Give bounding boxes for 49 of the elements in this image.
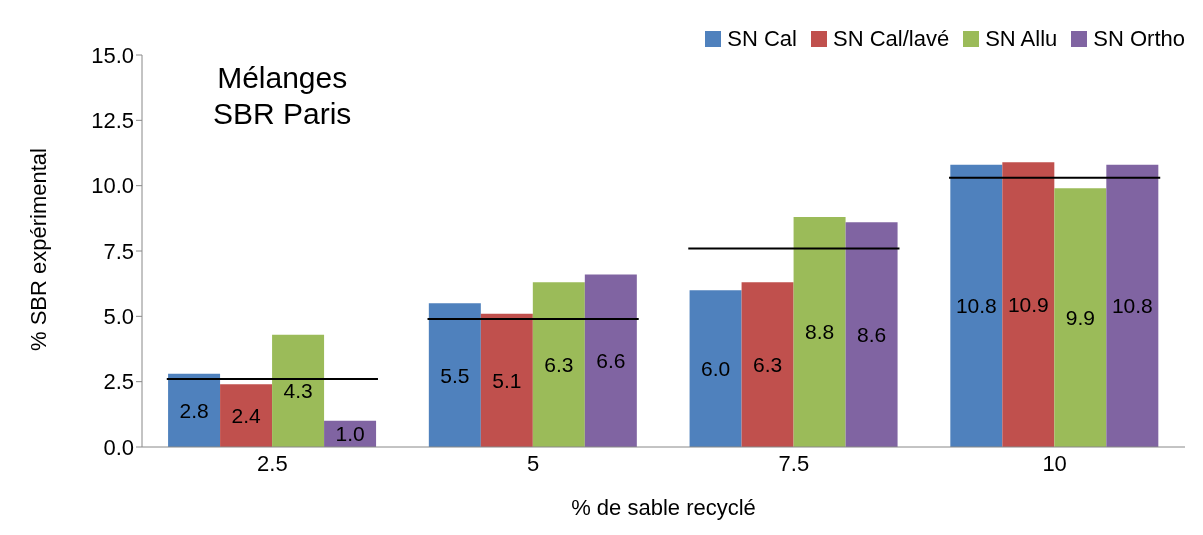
x-axis-title: % de sable recyclé <box>571 495 756 520</box>
bar <box>272 334 325 447</box>
data-label: 2.4 <box>231 404 261 428</box>
legend-label: SN Cal/lavé <box>832 26 950 52</box>
data-label: 6.3 <box>544 353 574 377</box>
y-tick-label: 10.0 <box>91 173 134 199</box>
y-tick-label: 12.5 <box>91 108 134 134</box>
bar <box>532 282 585 447</box>
data-label: 6.0 <box>700 357 731 381</box>
x-tick-label: 7.5 <box>778 450 810 476</box>
data-label: 8.8 <box>804 320 835 344</box>
bar <box>1002 162 1055 447</box>
data-label: 6.3 <box>752 353 783 377</box>
y-tick-label: 2.5 <box>103 369 134 395</box>
data-label: 10.9 <box>1007 293 1049 317</box>
data-label: 5.5 <box>440 363 470 387</box>
x-tick-label: 5 <box>527 450 540 476</box>
bar <box>741 282 794 447</box>
bar <box>793 217 846 447</box>
data-label: 1.0 <box>335 422 365 446</box>
bar <box>168 373 221 447</box>
bar <box>584 274 637 447</box>
bar <box>845 222 898 447</box>
y-tick-label: 5.0 <box>103 304 134 330</box>
y-tick-label: 0.0 <box>103 434 134 460</box>
legend-label: SN Cal <box>727 26 797 52</box>
y-tick-label: 7.5 <box>103 238 134 264</box>
bar <box>1106 164 1159 447</box>
legend-label: SN Allu <box>985 26 1058 52</box>
bar <box>689 290 742 447</box>
data-label: 10.8 <box>955 294 997 318</box>
bar <box>220 384 273 447</box>
bar <box>1054 188 1107 447</box>
bar <box>480 313 533 447</box>
legend-label: SN Ortho <box>1093 26 1185 52</box>
x-tick-label: 10 <box>1042 450 1067 476</box>
text: Mélanges SBR Paris <box>213 60 352 132</box>
data-label: 9.9 <box>1065 306 1095 330</box>
y-axis-title: % SBR expérimental <box>25 148 51 351</box>
bar <box>950 164 1003 447</box>
y-tick-label: 15.0 <box>91 42 134 68</box>
data-label: 8.6 <box>856 323 887 347</box>
bar <box>428 303 481 447</box>
x-tick-label: 2.5 <box>257 450 288 476</box>
data-label: 4.3 <box>283 379 313 403</box>
data-label: 5.1 <box>492 368 522 392</box>
data-label: 10.8 <box>1111 294 1153 318</box>
data-label: 6.6 <box>596 349 626 373</box>
data-label: 2.8 <box>179 398 209 422</box>
